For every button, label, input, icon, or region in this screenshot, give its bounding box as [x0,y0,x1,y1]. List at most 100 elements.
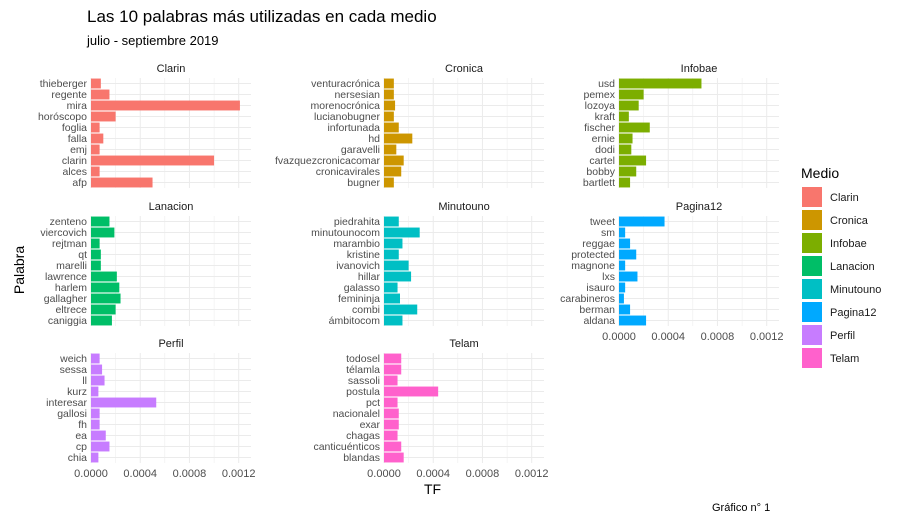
tick-label-hillar: hillar [358,271,381,283]
tick-label-infortunada: infortunada [327,122,380,134]
tick-label-emj: emj [70,144,87,156]
bar-pagina12-isauro [619,282,626,293]
tick-label-femininja: femininja [338,293,380,305]
legend-label-minutouno: Minutouno [830,284,881,296]
tick-label-qt: qt [78,249,87,261]
tick-label-harlem: harlem [55,282,87,294]
bar-infobae-dodi [619,144,632,155]
tick-label-marambio: marambio [333,238,380,250]
legend-label-clarin: Clarin [830,192,859,204]
tick-label-morenocrónica: morenocrónica [311,100,381,112]
bar-infobae-pemex [619,89,644,100]
tick-label-gallosi: gallosi [57,408,87,420]
tick-label-nacionalel: nacionalel [333,408,380,420]
legend-key-telam [802,348,822,368]
bar-minutouno-minutounocom [384,227,420,238]
bar-minutouno-galasso [384,282,398,293]
bar-infobae-usd [619,78,702,89]
tick-label-fh: fh [78,419,87,431]
bar-minutouno-hillar [384,271,412,282]
tick-label-thieberger: thieberger [40,78,88,90]
bar-minutouno-femininja [384,293,400,304]
tick-label-bobby: bobby [586,166,615,178]
tick-label-chagas: chagas [346,430,380,442]
bar-clarin-falla [91,133,104,144]
bar-lanacion-viercovich [91,227,115,238]
tick-label-kurz: kurz [67,386,87,398]
facet-label-clarin: Clarin [157,63,186,75]
x-tick-label: 0.0000 [602,331,636,343]
facet-label-lanacion: Lanacion [149,201,194,213]
tick-label-cronicavirales: cronicavirales [316,166,380,178]
tick-label-regente: regente [51,89,87,101]
tick-label-hd: hd [368,133,380,145]
bar-perfil-ea [91,430,106,441]
bar-pagina12-carabineros [619,293,624,304]
chart-subtitle: julio - septiembre 2019 [87,33,219,48]
bar-clarin-horóscopo [91,111,116,122]
x-tick-label: 0.0012 [222,468,256,480]
tick-label-cartel: cartel [589,155,615,167]
tick-label-blandas: blandas [343,452,380,464]
bar-cronica-lucianobugner [384,111,394,122]
bar-infobae-bartlett [619,177,631,188]
bar-perfil-interesar [91,397,157,408]
bar-telam-télamla [384,364,402,375]
legend-key-infobae [802,233,822,253]
bar-minutouno-piedrahita [384,216,399,227]
tick-label-venturacrónica: venturacrónica [311,78,380,90]
legend-label-pagina12: Pagina12 [830,307,877,319]
tick-label-pemex: pemex [583,89,615,101]
tick-label-sm: sm [601,227,615,239]
x-tick-label: 0.0008 [466,468,500,480]
bar-telam-postula [384,386,439,397]
tick-label-kristine: kristine [347,249,380,261]
tick-label-minutounocom: minutounocom [311,227,380,239]
bar-cronica-garavelli [384,144,397,155]
tick-label-eltrece: eltrece [55,304,87,316]
bar-cronica-infortunada [384,122,399,133]
tick-label-ll: ll [82,375,87,387]
bar-telam-pct [384,397,398,408]
tick-label-fischer: fischer [584,122,615,134]
tick-label-isauro: isauro [586,282,615,294]
x-tick-label: 0.0004 [651,331,685,343]
legend-key-cronica [802,210,822,230]
bar-clarin-mira [91,100,240,111]
tick-label-mira: mira [67,100,88,112]
bar-pagina12-aldana [619,315,647,326]
tick-label-bartlett: bartlett [583,177,615,189]
tick-label-gallagher: gallagher [44,293,88,305]
tick-label-carabineros: carabineros [560,293,615,305]
legend-title: Medio [801,165,840,181]
chart-title: Las 10 palabras más utilizadas en cada m… [87,7,437,26]
tick-label-sassoli: sassoli [348,375,380,387]
tick-label-marelli: marelli [56,260,87,272]
bar-pagina12-lxs [619,271,638,282]
x-tick-label: 0.0012 [750,331,784,343]
tick-label-lawrence: lawrence [45,271,87,283]
bar-perfil-sessa [91,364,103,375]
tick-label-cp: cp [76,441,87,453]
bar-perfil-weich [91,353,100,364]
bar-perfil-chia [91,452,99,463]
tick-label-todosel: todosel [346,353,380,365]
bar-lanacion-zenteno [91,216,110,227]
facet-label-infobae: Infobae [681,63,718,75]
bar-telam-nacionalel [384,408,399,419]
tick-label-pct: pct [366,397,380,409]
tick-label-ea: ea [75,430,87,442]
bar-cronica-venturacrónica [384,78,394,89]
x-tick-label: 0.0000 [367,468,401,480]
bar-pagina12-protected [619,249,637,260]
tick-label-foglia: foglia [62,122,87,134]
bar-clarin-regente [91,89,110,100]
x-tick-label: 0.0004 [416,468,450,480]
bar-lanacion-qt [91,249,101,260]
tick-label-tweet: tweet [590,216,615,228]
facet-label-perfil: Perfil [158,338,183,350]
bar-infobae-bobby [619,166,637,177]
tick-label-kraft: kraft [595,111,616,123]
bar-telam-canticuénticos [384,441,402,452]
bar-minutouno-marambio [384,238,403,249]
